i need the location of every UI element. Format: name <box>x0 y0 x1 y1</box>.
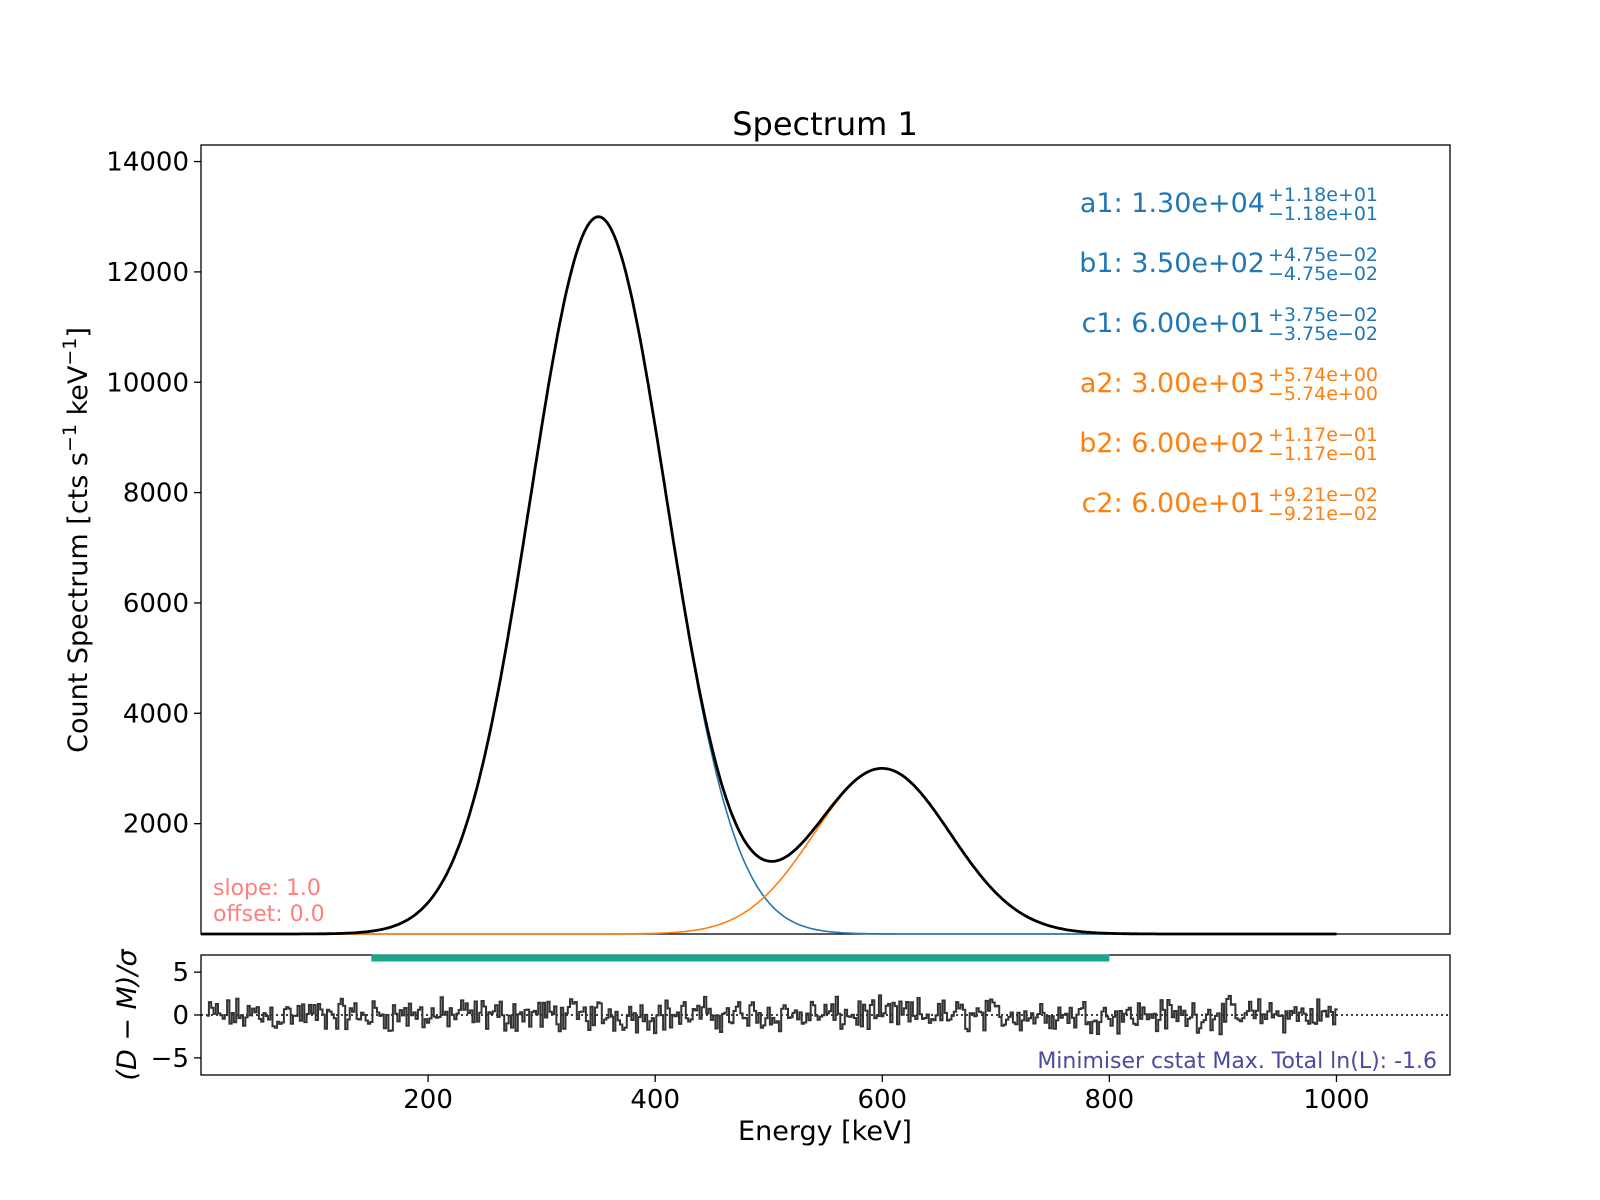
param-error-plus: +5.74e+00 <box>1268 364 1378 386</box>
main-y-axis-label: Count Spectrum [cts s−1 keV−1] <box>59 327 94 753</box>
main-y-tick-label: 6000 <box>123 589 189 619</box>
param-error-plus: +9.21e−02 <box>1268 484 1378 506</box>
param-label: a1: 1.30e+04 <box>1080 188 1265 219</box>
slope-note: slope: 1.0 <box>213 876 321 901</box>
param-error-minus: −3.75e−02 <box>1268 323 1378 345</box>
chart-title: Spectrum 1 <box>732 105 918 143</box>
param-label: a2: 3.00e+03 <box>1080 368 1265 399</box>
main-plot-area: 2000 4000 6000 8000 10000 12000 14000 Count Sp… <box>59 144 1451 936</box>
main-y-tick-label: 4000 <box>123 699 189 729</box>
residual-y-tick-label: 0 <box>172 1001 189 1031</box>
model-total-line <box>201 215 1337 936</box>
offset-note: offset: 0.0 <box>213 902 325 927</box>
param-error-minus: −1.17e−01 <box>1268 443 1378 465</box>
x-axis-label: Energy [keV] <box>738 1116 912 1147</box>
residual-y-axis-label: (D − M)/σ <box>112 949 143 1081</box>
residual-y-tick-label: 5 <box>172 958 189 988</box>
main-y-tick-label: 12000 <box>106 258 189 288</box>
param-error-minus: −1.18e+01 <box>1268 203 1378 225</box>
x-tick-label: 600 <box>857 1085 907 1115</box>
main-y-tick-label: 8000 <box>123 479 189 509</box>
main-y-axis-ticks: 2000 4000 6000 8000 10000 12000 14000 <box>106 148 201 840</box>
main-y-tick-label: 14000 <box>106 148 189 178</box>
residual-series <box>206 994 1338 1036</box>
param-label: b1: 3.50e+02 <box>1079 248 1265 279</box>
param-error-plus: +4.75e−02 <box>1268 244 1378 266</box>
fit-parameter-annotations: a1: 1.30e+04 +1.18e+01−1.18e+01 b1: 3.50e+… <box>1079 184 1378 525</box>
param-label: c2: 6.00e+01 <box>1082 488 1265 519</box>
param-error-minus: −5.74e+00 <box>1268 383 1378 405</box>
x-tick-label: 1000 <box>1303 1085 1369 1115</box>
x-tick-label: 200 <box>403 1085 453 1115</box>
main-series-layer <box>201 215 1337 936</box>
x-tick-label: 800 <box>1085 1085 1135 1115</box>
param-error-plus: +1.17e−01 <box>1268 424 1378 446</box>
param-error-plus: +1.18e+01 <box>1268 184 1378 206</box>
param-error-minus: −4.75e−02 <box>1268 263 1378 285</box>
param-label: b2: 6.00e+02 <box>1079 428 1265 459</box>
main-y-tick-label: 2000 <box>123 810 189 840</box>
param-label: c1: 6.00e+01 <box>1082 308 1265 339</box>
residual-y-axis-ticks: −5 0 5 <box>151 958 201 1074</box>
param-error-plus: +3.75e−02 <box>1268 304 1378 326</box>
main-plot-frame <box>200 144 1451 935</box>
param-error-minus: −9.21e−02 <box>1268 503 1378 525</box>
main-y-tick-label: 10000 <box>106 368 189 398</box>
x-axis-ticks: 200 400 600 800 1000 <box>403 1075 1370 1115</box>
component-line-1 <box>201 767 1337 935</box>
residual-y-tick-label: −5 <box>151 1044 189 1074</box>
x-tick-label: 400 <box>630 1085 680 1115</box>
residual-plot-area: −5 0 5 200 400 600 800 1000 (D − M)/σ Minimise… <box>112 949 1451 1147</box>
minimiser-footer: Minimiser cstat Max. Total ln(L): -1.6 <box>1037 1049 1437 1074</box>
